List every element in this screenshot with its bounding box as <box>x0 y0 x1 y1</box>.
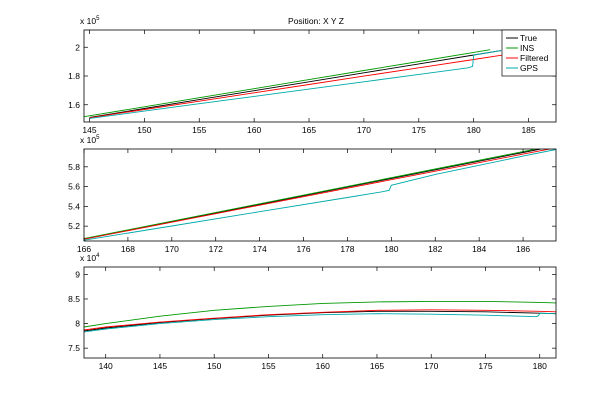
series-line-filtered <box>84 309 556 331</box>
series-line-gps <box>84 149 556 241</box>
x-tick-label: 176 <box>296 244 310 254</box>
axes-frame-2 <box>83 148 557 242</box>
x-tick-label: 180 <box>467 125 481 135</box>
x-tick-label: 160 <box>247 125 261 135</box>
y-exponent-label: x 104 <box>80 253 100 263</box>
x-tick-label: 184 <box>472 244 486 254</box>
x-tick-label: 182 <box>428 244 442 254</box>
x-tick-label: 155 <box>192 125 206 135</box>
x-tick-label: 170 <box>424 361 438 371</box>
y-tick-label: 8.5 <box>68 294 80 304</box>
y-tick-label: 1.6 <box>68 100 80 110</box>
y-exponent-power: 4 <box>96 253 100 259</box>
x-tick-label: 186 <box>516 244 530 254</box>
y-exponent-power: 5 <box>96 135 100 141</box>
series-line-ins <box>84 300 556 328</box>
series-line-true <box>89 50 502 118</box>
y-tick-label: 5.4 <box>68 201 80 211</box>
series-line-filtered <box>84 149 553 240</box>
series-line-ins <box>84 49 491 118</box>
y-exponent-label: x 105 <box>80 135 100 145</box>
y-tick-label: 8 <box>75 319 80 329</box>
legend-label-true: True <box>520 33 537 43</box>
figure-title: Position: X Y Z <box>288 16 344 26</box>
x-tick-label: 150 <box>137 125 151 135</box>
series-line-filtered <box>89 47 551 119</box>
x-tick-label: 180 <box>533 361 547 371</box>
y-exponent-power: 5 <box>96 16 100 22</box>
y-tick-label: 9 <box>75 269 80 279</box>
x-tick-label: 175 <box>412 125 426 135</box>
x-tick-label: 166 <box>77 244 91 254</box>
x-tick-label: 178 <box>340 244 354 254</box>
plot-area-2 <box>84 149 556 241</box>
x-tick-label: 180 <box>384 244 398 254</box>
x-tick-label: 150 <box>207 361 221 371</box>
legend-label-gps: GPS <box>520 63 538 73</box>
y-tick-label: 1.8 <box>68 71 80 81</box>
x-tick-label: 175 <box>478 361 492 371</box>
y-tick-label: 7.5 <box>68 343 80 353</box>
y-tick-label: 5.2 <box>68 221 80 231</box>
x-tick-label: 140 <box>99 361 113 371</box>
y-tick-label: 2 <box>75 42 80 52</box>
x-tick-label: 172 <box>209 244 223 254</box>
x-tick-label: 185 <box>521 125 535 135</box>
x-tick-label: 165 <box>302 125 316 135</box>
x-tick-label: 145 <box>153 361 167 371</box>
x-tick-label: 170 <box>357 125 371 135</box>
series-line-gps <box>89 50 502 119</box>
legend-label-ins: INS <box>520 43 535 53</box>
y-tick-label: 5.6 <box>68 182 80 192</box>
x-tick-label: 165 <box>370 361 384 371</box>
x-tick-label: 160 <box>316 361 330 371</box>
series-line-gps <box>84 312 556 333</box>
legend-label-filtered: Filtered <box>520 53 549 63</box>
x-tick-label: 168 <box>121 244 135 254</box>
y-exponent-label: x 105 <box>80 16 100 26</box>
x-tick-label: 155 <box>261 361 275 371</box>
x-tick-label: 174 <box>253 244 267 254</box>
axes-frame-3 <box>83 266 557 359</box>
x-tick-label: 145 <box>82 125 96 135</box>
x-tick-label: 170 <box>165 244 179 254</box>
y-tick-label: 5.8 <box>68 162 80 172</box>
